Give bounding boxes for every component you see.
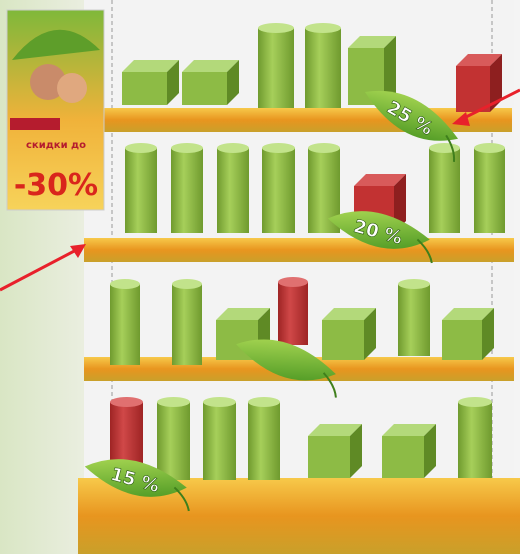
shelf-strip (100, 108, 512, 132)
can-top (458, 397, 492, 407)
box-front (308, 436, 350, 478)
can-body (110, 284, 140, 365)
product-can (305, 23, 341, 108)
product-can (398, 279, 430, 356)
can-body (125, 148, 157, 233)
product-box (308, 424, 362, 478)
poster-badge (10, 118, 60, 130)
product-can (278, 277, 308, 345)
shelf-illustration: скидки до-30%25 %20 %15 % (0, 0, 520, 554)
promo-poster: скидки до -30% (7, 10, 104, 210)
product-box (182, 60, 239, 105)
product-can (458, 397, 492, 478)
poster-discount: -30% (14, 168, 98, 203)
product-box (442, 308, 494, 360)
can-top (171, 143, 203, 153)
can-body (398, 284, 430, 356)
can-top (278, 277, 308, 287)
box-front (182, 72, 227, 105)
shelf-strip (84, 238, 514, 262)
box-front (382, 436, 424, 478)
can-body (429, 148, 460, 233)
can-top (110, 397, 143, 407)
can-top (110, 279, 140, 289)
can-top (217, 143, 249, 153)
product-can (262, 143, 295, 233)
product-can (203, 397, 236, 480)
product-can (110, 279, 140, 365)
can-top (429, 143, 460, 153)
product-box (382, 424, 436, 478)
can-top (474, 143, 505, 153)
can-top (262, 143, 295, 153)
product-can (258, 23, 294, 108)
box-front (442, 320, 482, 360)
can-top (125, 143, 157, 153)
can-body (248, 402, 280, 480)
box-front (322, 320, 364, 360)
can-body (172, 284, 202, 365)
can-body (262, 148, 295, 233)
can-body (278, 282, 308, 345)
can-body (305, 28, 341, 108)
can-top (248, 397, 280, 407)
product-can (125, 143, 157, 233)
product-can (171, 143, 203, 233)
product-can (248, 397, 280, 480)
can-top (172, 279, 202, 289)
product-can (172, 279, 202, 365)
can-body (217, 148, 249, 233)
can-top (203, 397, 236, 407)
can-body (157, 402, 190, 480)
can-top (308, 143, 340, 153)
people (57, 73, 87, 103)
product-box (322, 308, 376, 360)
can-body (171, 148, 203, 233)
can-body (258, 28, 294, 108)
can-top (258, 23, 294, 33)
product-can (217, 143, 249, 233)
can-top (305, 23, 341, 33)
can-top (157, 397, 190, 407)
product-can (157, 397, 190, 480)
can-body (458, 402, 492, 478)
box-front (456, 66, 490, 112)
can-body (203, 402, 236, 480)
product-can (429, 143, 460, 233)
product-box (122, 60, 179, 105)
box-front (122, 72, 167, 105)
poster-caption: скидки до (26, 140, 86, 151)
can-top (398, 279, 430, 289)
product-can (474, 143, 505, 233)
can-body (474, 148, 505, 233)
